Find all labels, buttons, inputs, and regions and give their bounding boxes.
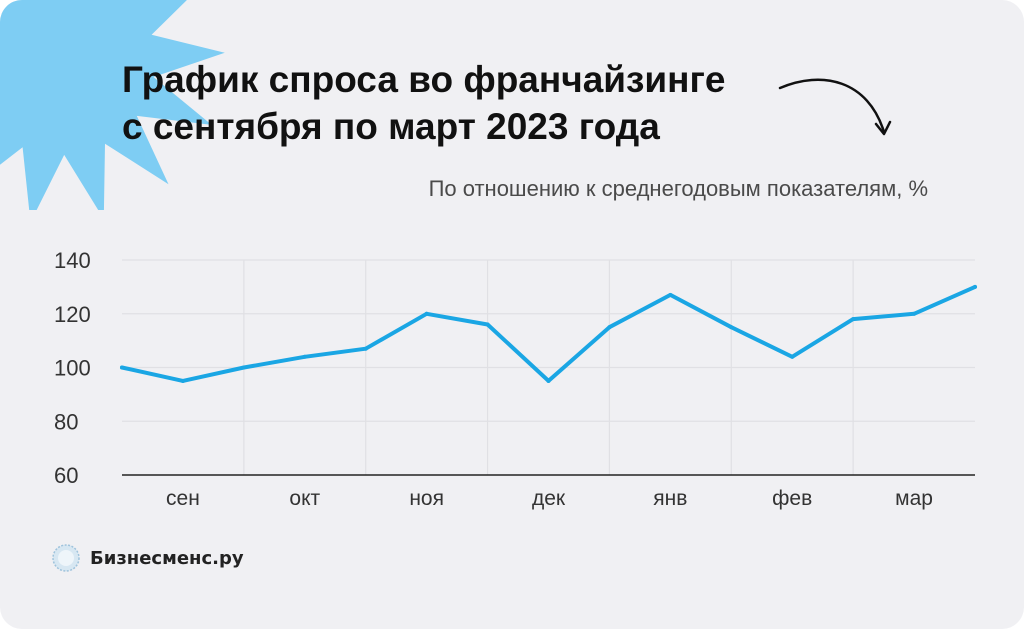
series <box>120 284 977 383</box>
curved-arrow-icon <box>778 78 892 136</box>
data-point <box>485 322 490 327</box>
data-point <box>424 311 429 316</box>
data-point <box>973 284 977 289</box>
data-point <box>546 378 551 383</box>
x-tick-label: дек <box>532 487 566 510</box>
brand-name: Бизнесменс.ру <box>90 547 244 569</box>
data-point <box>607 325 612 330</box>
data-point <box>180 378 185 383</box>
data-point <box>729 325 734 330</box>
y-tick-label: 80 <box>54 409 78 434</box>
x-tick-label: окт <box>289 487 320 510</box>
chart-subtitle: По отношению к среднегодовым показателям… <box>428 176 928 201</box>
series-line <box>120 284 977 383</box>
starburst-decoration <box>0 0 225 210</box>
data-point <box>790 354 795 359</box>
y-tick-label: 140 <box>54 248 91 273</box>
data-point <box>668 292 673 297</box>
page-title: График спроса во франчайзинге с сентября… <box>122 56 782 150</box>
grid <box>122 259 975 475</box>
title-line-2: с сентября по март 2023 года <box>122 106 660 147</box>
y-tick-label: 100 <box>54 356 91 381</box>
brand: Бизнесменс.ру <box>52 544 244 572</box>
data-point <box>851 317 856 322</box>
y-tick-label: 60 <box>54 463 78 488</box>
badge-logo-icon <box>52 544 80 572</box>
x-tick-label: мар <box>895 487 933 510</box>
data-point <box>363 346 368 351</box>
x-tick-label: янв <box>653 487 687 510</box>
data-point <box>120 365 124 370</box>
x-tick-label: фев <box>772 487 812 510</box>
x-tick-label: ноя <box>409 487 444 510</box>
y-tick-label: 120 <box>54 302 91 327</box>
data-point <box>912 311 917 316</box>
title-line-1: График спроса во франчайзинге <box>122 59 726 100</box>
x-tick-label: сен <box>166 487 200 510</box>
data-point <box>302 354 307 359</box>
data-point <box>241 365 246 370</box>
axes: 60 80 100 120 140 сен окт ноя дек янв фев мар <box>54 248 975 510</box>
